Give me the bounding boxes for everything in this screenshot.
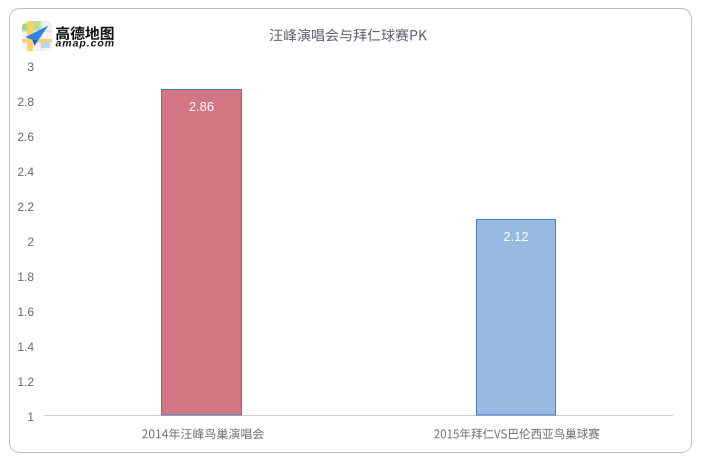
svg-text:2.4: 2.4 <box>17 165 34 179</box>
svg-text:2.8: 2.8 <box>17 95 34 109</box>
svg-text:1.8: 1.8 <box>17 270 34 284</box>
svg-text:2.2: 2.2 <box>17 200 34 214</box>
svg-text:amap.com: amap.com <box>56 38 116 50</box>
svg-text:1.4: 1.4 <box>17 340 34 354</box>
svg-text:2.6: 2.6 <box>17 130 34 144</box>
svg-text:3: 3 <box>27 60 34 74</box>
svg-text:2.86: 2.86 <box>189 99 214 114</box>
svg-text:2: 2 <box>27 235 34 249</box>
svg-text:1.2: 1.2 <box>17 375 34 389</box>
svg-text:2.12: 2.12 <box>503 229 528 244</box>
svg-text:1.6: 1.6 <box>17 305 34 319</box>
svg-text:1: 1 <box>27 410 34 424</box>
